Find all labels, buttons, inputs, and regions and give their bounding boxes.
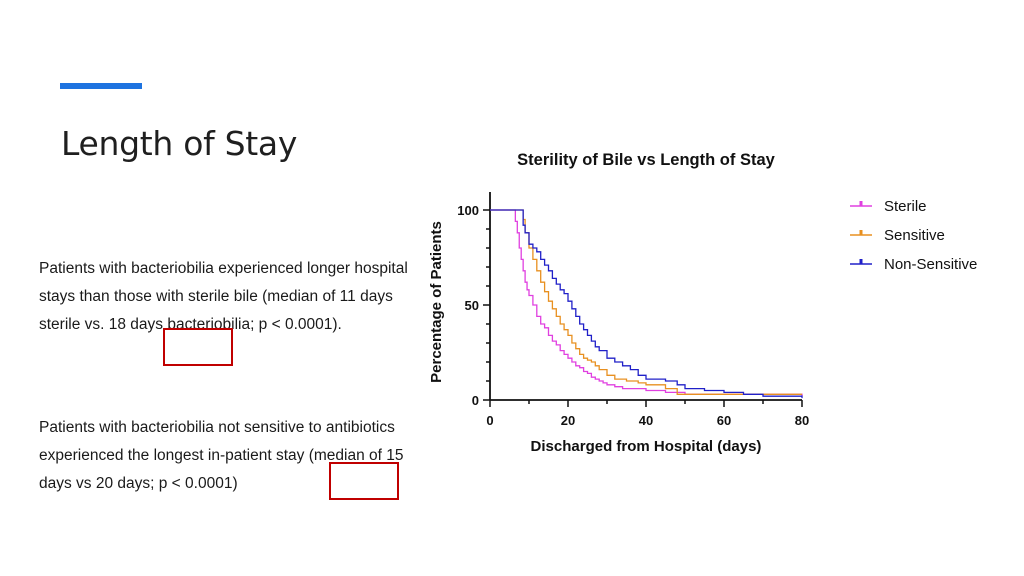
x-tick-label: 0 xyxy=(486,413,493,428)
accent-bar xyxy=(60,83,142,89)
p-value-highlight-box-2 xyxy=(329,462,399,500)
y-tick-label: 50 xyxy=(465,298,479,313)
paragraph-not-sensitive-stay: Patients with bacteriobilia not sensitiv… xyxy=(39,419,404,492)
legend-label-sensitive: Sensitive xyxy=(884,227,945,244)
x-tick-label: 80 xyxy=(795,413,809,428)
series-line-non-sensitive xyxy=(490,209,803,399)
chart-title: Sterility of Bile vs Length of Stay xyxy=(517,151,775,169)
x-tick-label: 40 xyxy=(639,413,653,428)
legend-label-sterile: Sterile xyxy=(884,198,927,215)
survival-chart: Sterility of Bile vs Length of Stay 0 50 10… xyxy=(428,151,977,455)
paragraph-bacteriobilia-stay: Patients with bacteriobilia experienced … xyxy=(39,260,408,333)
y-axis-label: Percentage of Patients xyxy=(428,221,445,383)
series-line-sterile xyxy=(490,209,803,397)
x-axis-label: Discharged from Hospital (days) xyxy=(531,438,762,455)
y-tick-label: 100 xyxy=(457,203,479,218)
legend-label-non-sensitive: Non-Sensitive xyxy=(884,256,977,273)
x-tick-label: 20 xyxy=(561,413,575,428)
slide-title: Length of Stay xyxy=(61,124,298,163)
series-line-sensitive xyxy=(490,209,802,395)
y-tick-label: 0 xyxy=(472,393,479,408)
x-tick-label: 60 xyxy=(717,413,731,428)
p-value-highlight-box-1 xyxy=(163,328,233,366)
